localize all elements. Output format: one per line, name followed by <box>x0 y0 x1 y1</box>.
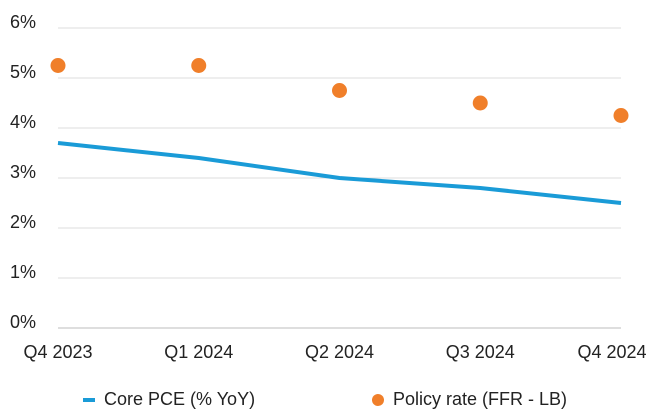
point <box>50 58 66 73</box>
y-tick-label: 1% <box>10 262 36 282</box>
legend-label: Core PCE (% YoY) <box>104 389 255 409</box>
line <box>57 141 622 205</box>
point <box>613 108 629 123</box>
point <box>472 95 488 111</box>
x-tick-label: Q4 2024 <box>577 342 646 362</box>
x-tick-label: Q3 2024 <box>446 342 515 362</box>
legend-label: Policy rate (FFR - LB) <box>393 389 567 409</box>
y-tick-label: 2% <box>10 212 36 232</box>
point <box>191 58 207 73</box>
x-tick-label: Q1 2024 <box>164 342 233 362</box>
legend-swatch <box>372 394 384 406</box>
y-tick-label: 6% <box>10 12 36 32</box>
point <box>332 83 347 98</box>
y-tick-label: 5% <box>10 62 36 82</box>
y-tick-label: 0% <box>10 312 36 332</box>
x-tick-label: Q2 2024 <box>305 342 374 362</box>
y-tick-label: 4% <box>10 112 36 132</box>
y-tick-label: 3% <box>10 162 36 182</box>
x-tick-label: Q4 2023 <box>23 342 92 362</box>
